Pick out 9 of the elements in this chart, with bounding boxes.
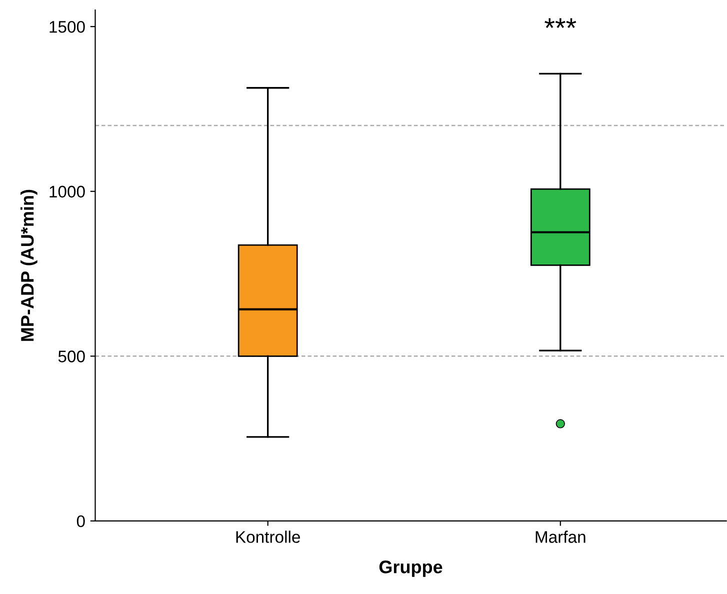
y-tick-label: 500 xyxy=(58,350,85,362)
x-axis-title: Gruppe xyxy=(379,560,442,577)
y-tick-label: 1000 xyxy=(50,186,85,198)
y-tick-label: 0 xyxy=(76,515,85,528)
x-tick-label: Marfan xyxy=(536,530,586,543)
y-axis-title: MP-ADP (AU*min) xyxy=(20,190,38,341)
annotation: *** xyxy=(544,18,576,28)
y-tick-label: 1500 xyxy=(50,20,85,33)
x-tick-label: Kontrolle xyxy=(236,530,300,543)
